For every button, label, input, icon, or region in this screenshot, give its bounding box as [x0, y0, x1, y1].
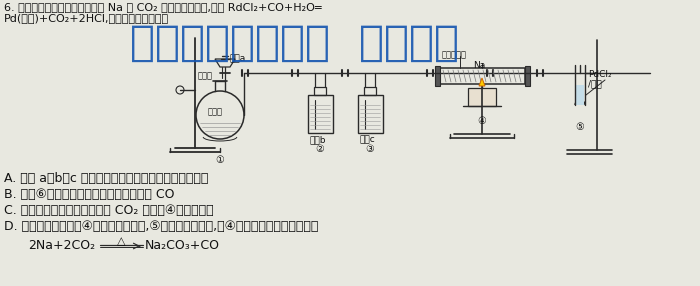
Text: Na₂CO₃+CO: Na₂CO₃+CO	[145, 239, 220, 252]
Text: C. 反应开始时应先通一段时间 CO₂ 再点燃④处的酒精灯: C. 反应开始时应先通一段时间 CO₂ 再点燃④处的酒精灯	[4, 204, 213, 217]
Text: 2Na+2CO₂: 2Na+2CO₂	[28, 239, 95, 252]
Bar	[468, 88, 496, 106]
Bar	[364, 87, 376, 95]
Bar	[525, 66, 530, 86]
Bar	[314, 87, 326, 95]
Text: △: △	[117, 236, 125, 246]
Text: ③: ③	[365, 144, 375, 154]
Text: /溶液: /溶液	[588, 79, 602, 88]
Text: B. 装置⑥的目的是证明还原产物是否含有 CO: B. 装置⑥的目的是证明还原产物是否含有 CO	[4, 188, 174, 201]
Text: 石英玻璃管: 石英玻璃管	[442, 50, 467, 59]
Text: ②: ②	[316, 144, 324, 154]
Text: ④: ④	[477, 116, 486, 126]
Text: PdCl₂: PdCl₂	[588, 70, 612, 79]
Text: ⑤: ⑤	[575, 122, 584, 132]
Text: 6. 某兴趣小组利用下列装置探究 Na 与 CO₂ 反应的还原产物,已知 RdCl₂+CO+H₂O═: 6. 某兴趣小组利用下列装置探究 Na 与 CO₂ 反应的还原产物,已知 RdC…	[4, 2, 321, 12]
Text: 弹簧夹: 弹簧夹	[198, 71, 213, 80]
Text: D. 反应结束的现象为④中产生白色粉末,⑤中出现黑色沉淠,则④中反应的化学方程式为：: D. 反应结束的现象为④中产生白色粉末,⑤中出现黑色沉淠,则④中反应的化学方程式…	[4, 220, 318, 233]
Text: 试剂a: 试剂a	[229, 54, 245, 63]
Text: 石灰石: 石灰石	[208, 107, 223, 116]
Bar	[358, 95, 383, 133]
Text: A. 试剂 a、b、c 依次选择稀盐酸、碳酸钓溶液和浓硫酸: A. 试剂 a、b、c 依次选择稀盐酸、碳酸钓溶液和浓硫酸	[4, 172, 209, 185]
Text: 微信公众号关注：  趣找答案: 微信公众号关注： 趣找答案	[130, 22, 459, 64]
Text: Na: Na	[473, 61, 485, 70]
Text: 试剂b: 试剂b	[310, 135, 326, 144]
Bar	[435, 66, 440, 86]
Bar	[308, 95, 333, 133]
Polygon shape	[479, 78, 485, 86]
Bar	[440, 68, 525, 84]
Text: ①: ①	[216, 155, 225, 165]
Text: 试剂c: 试剂c	[360, 135, 376, 144]
Text: Pd(黑色)+CO₂+2HCl,下列说法不正确的是: Pd(黑色)+CO₂+2HCl,下列说法不正确的是	[4, 13, 169, 23]
Bar	[576, 85, 584, 105]
